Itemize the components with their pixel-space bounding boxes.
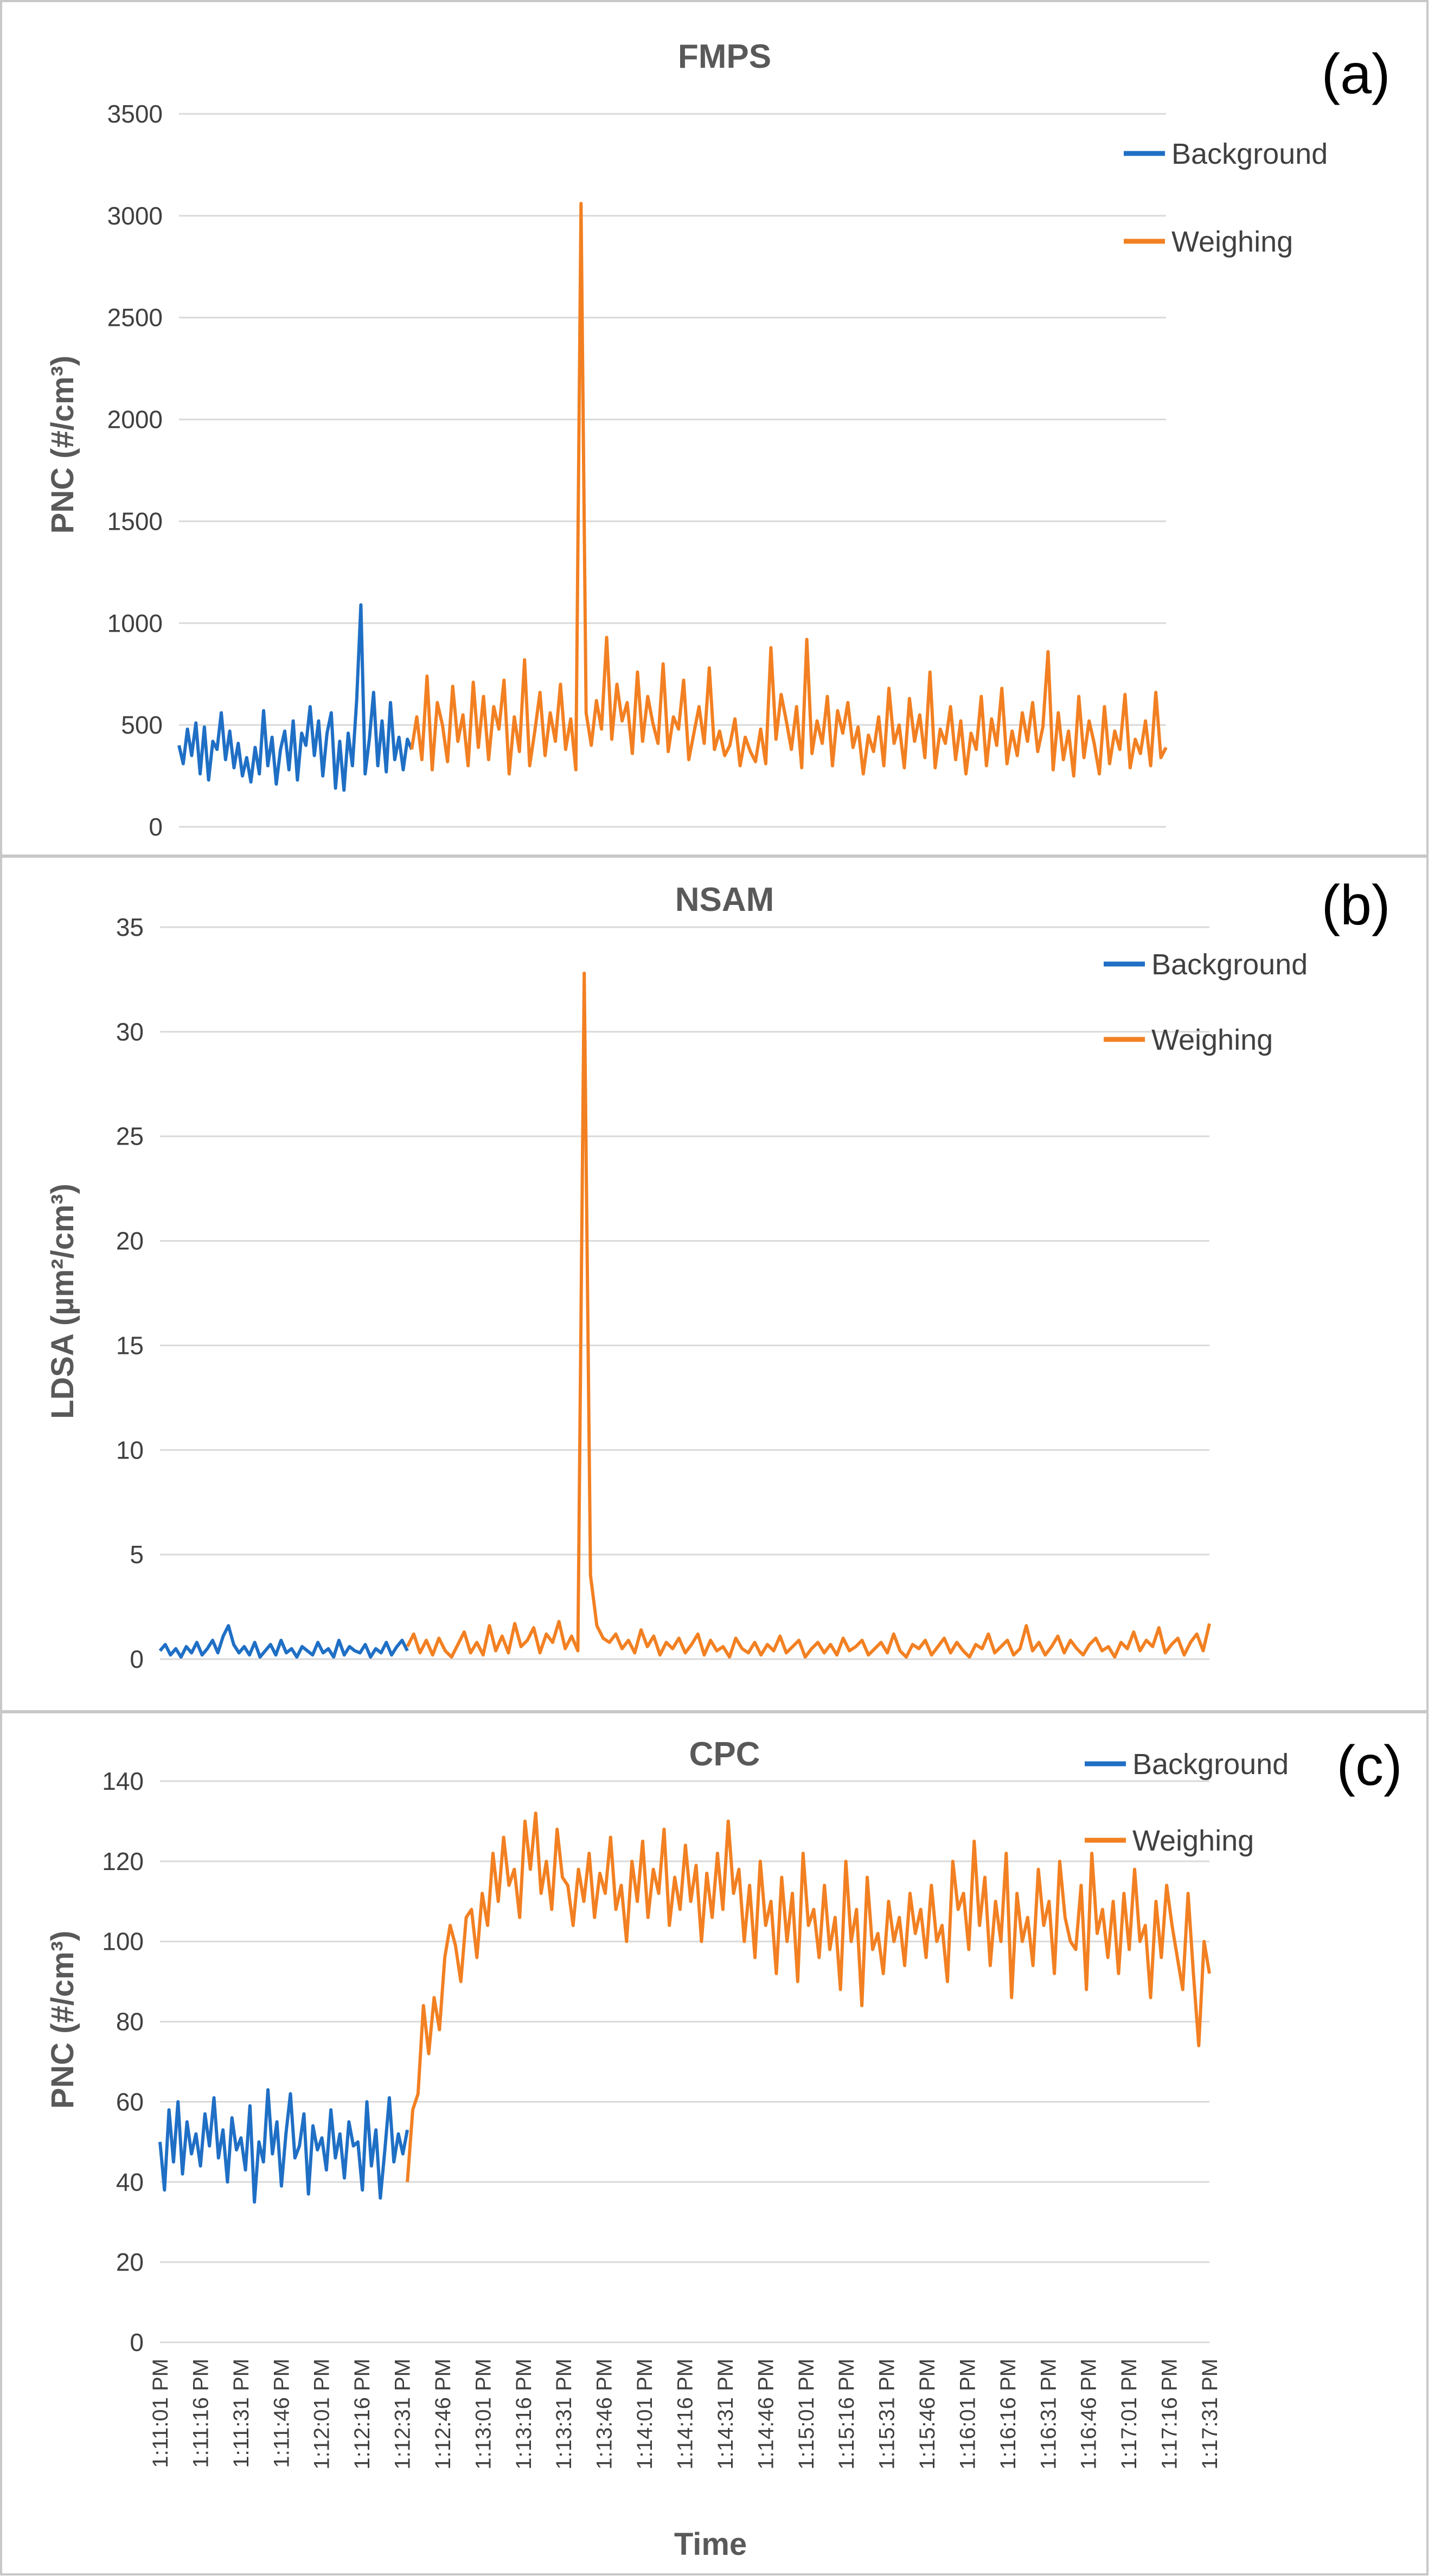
y-tick-label: 0: [149, 813, 163, 841]
x-tick-label: 1:14:01 PM: [633, 2359, 657, 2470]
x-tick-label: 1:16:46 PM: [1077, 2359, 1101, 2470]
x-tick-label: 1:14:16 PM: [674, 2359, 697, 2470]
x-tick-label: 1:14:31 PM: [714, 2359, 738, 2470]
panel-fmps: 0 500 1000 1500 2000 2500 3000 3500 FMPS PNC (#…: [0, 0, 1429, 857]
legend-label-background: Background: [1132, 1748, 1289, 1781]
y-tick-label: 1500: [107, 507, 163, 535]
y-tick-label: 2500: [107, 304, 163, 332]
y-tick-labels: 0 500 1000 1500 2000 2500 3000 3500: [107, 100, 163, 841]
y-axis-label: PNC (#/cm³): [45, 1931, 80, 2109]
x-tick-label: 1:16:31 PM: [1036, 2359, 1060, 2470]
y-tick-labels: 0 5 10 15 20 25 30 35: [116, 913, 144, 1673]
legend: Background Weighing: [1104, 948, 1308, 1056]
x-axis-label: Time: [674, 2527, 747, 2562]
chart-title: FMPS: [678, 38, 771, 75]
x-tick-labels: 1:11:01 PM 1:11:16 PM 1:11:31 PM 1:11:46 PM…: [149, 2359, 1222, 2470]
x-tick-label: 1:15:16 PM: [835, 2359, 859, 2470]
legend-label-weighing: Weighing: [1171, 226, 1293, 258]
y-axis-label: LDSA (µm²/cm³): [45, 1184, 80, 1419]
y-tick-label: 2000: [107, 406, 163, 434]
gridlines: [179, 113, 1166, 828]
y-tick-label: 0: [130, 2328, 144, 2356]
x-tick-label: 1:12:46 PM: [431, 2359, 455, 2470]
y-tick-label: 20: [116, 2248, 144, 2276]
x-tick-label: 1:14:46 PM: [754, 2359, 778, 2470]
x-tick-label: 1:15:31 PM: [875, 2359, 899, 2470]
y-tick-label: 60: [116, 2087, 144, 2116]
legend-label-weighing: Weighing: [1151, 1024, 1273, 1056]
y-tick-label: 25: [116, 1122, 144, 1151]
y-tick-label: 5: [130, 1540, 144, 1569]
y-tick-label: 3000: [107, 202, 163, 230]
panel-label: (c): [1336, 1735, 1402, 1797]
legend-label-weighing: Weighing: [1132, 1825, 1254, 1857]
x-tick-label: 1:13:46 PM: [593, 2359, 617, 2470]
y-tick-label: 80: [116, 2008, 144, 2036]
y-tick-label: 1000: [107, 609, 163, 637]
y-tick-label: 140: [102, 1767, 144, 1795]
x-tick-label: 1:11:16 PM: [189, 2359, 213, 2468]
series-line-background: [177, 603, 413, 792]
x-tick-label: 1:12:16 PM: [350, 2359, 374, 2470]
legend: Background Weighing: [1085, 1748, 1289, 1857]
y-tick-label: 35: [116, 913, 144, 941]
gridlines: [160, 926, 1209, 1660]
legend: Background Weighing: [1124, 138, 1328, 258]
y-tick-label: 40: [116, 2168, 144, 2196]
x-tick-label: 1:16:16 PM: [996, 2359, 1020, 2470]
x-tick-label: 1:11:01 PM: [149, 2359, 172, 2468]
y-tick-label: 500: [121, 711, 163, 739]
y-tick-label: 120: [102, 1847, 144, 1875]
y-tick-label: 10: [116, 1436, 144, 1464]
y-tick-label: 100: [102, 1928, 144, 1956]
x-tick-label: 1:15:46 PM: [915, 2359, 939, 2470]
x-tick-label: 1:13:31 PM: [552, 2359, 576, 2470]
y-tick-label: 20: [116, 1227, 144, 1255]
series-line-weighing: [406, 971, 1211, 1659]
chart-title: CPC: [689, 1736, 760, 1773]
x-tick-label: 1:13:01 PM: [471, 2359, 495, 2470]
y-tick-label: 15: [116, 1331, 144, 1359]
x-tick-label: 1:13:16 PM: [512, 2359, 536, 2470]
x-tick-label: 1:15:01 PM: [795, 2359, 818, 2470]
legend-label-background: Background: [1151, 948, 1308, 981]
x-tick-label: 1:11:46 PM: [270, 2359, 293, 2468]
legend-label-background: Background: [1171, 138, 1328, 170]
series-line-weighing: [406, 1811, 1211, 2182]
x-tick-label: 1:17:31 PM: [1198, 2359, 1222, 2470]
x-tick-label: 1:11:31 PM: [229, 2359, 253, 2468]
panel-label: (b): [1321, 874, 1390, 937]
y-tick-label: 0: [130, 1645, 144, 1673]
series-line-weighing: [410, 202, 1168, 778]
x-tick-label: 1:16:01 PM: [956, 2359, 980, 2470]
x-tick-label: 1:12:01 PM: [310, 2359, 334, 2470]
x-tick-label: 1:17:01 PM: [1117, 2359, 1141, 2470]
chart-title: NSAM: [675, 881, 774, 918]
y-tick-labels: 0 20 40 60 80 100 120 140: [102, 1767, 144, 2356]
y-axis-label: PNC (#/cm³): [45, 356, 80, 534]
y-tick-label: 3500: [107, 100, 163, 128]
series-line-background: [158, 1624, 409, 1659]
x-tick-label: 1:17:16 PM: [1158, 2359, 1182, 2470]
y-tick-label: 30: [116, 1018, 144, 1046]
x-tick-label: 1:12:31 PM: [391, 2359, 415, 2470]
panel-nsam: 0 5 10 15 20 25 30 35 NSAM LDSA (µm²/cm³) (b) B…: [0, 856, 1429, 1712]
panel-frame: [0, 856, 1429, 1712]
series-line-background: [158, 2088, 409, 2204]
panel-frame: [0, 1711, 1429, 2575]
panel-label: (a): [1321, 43, 1390, 106]
